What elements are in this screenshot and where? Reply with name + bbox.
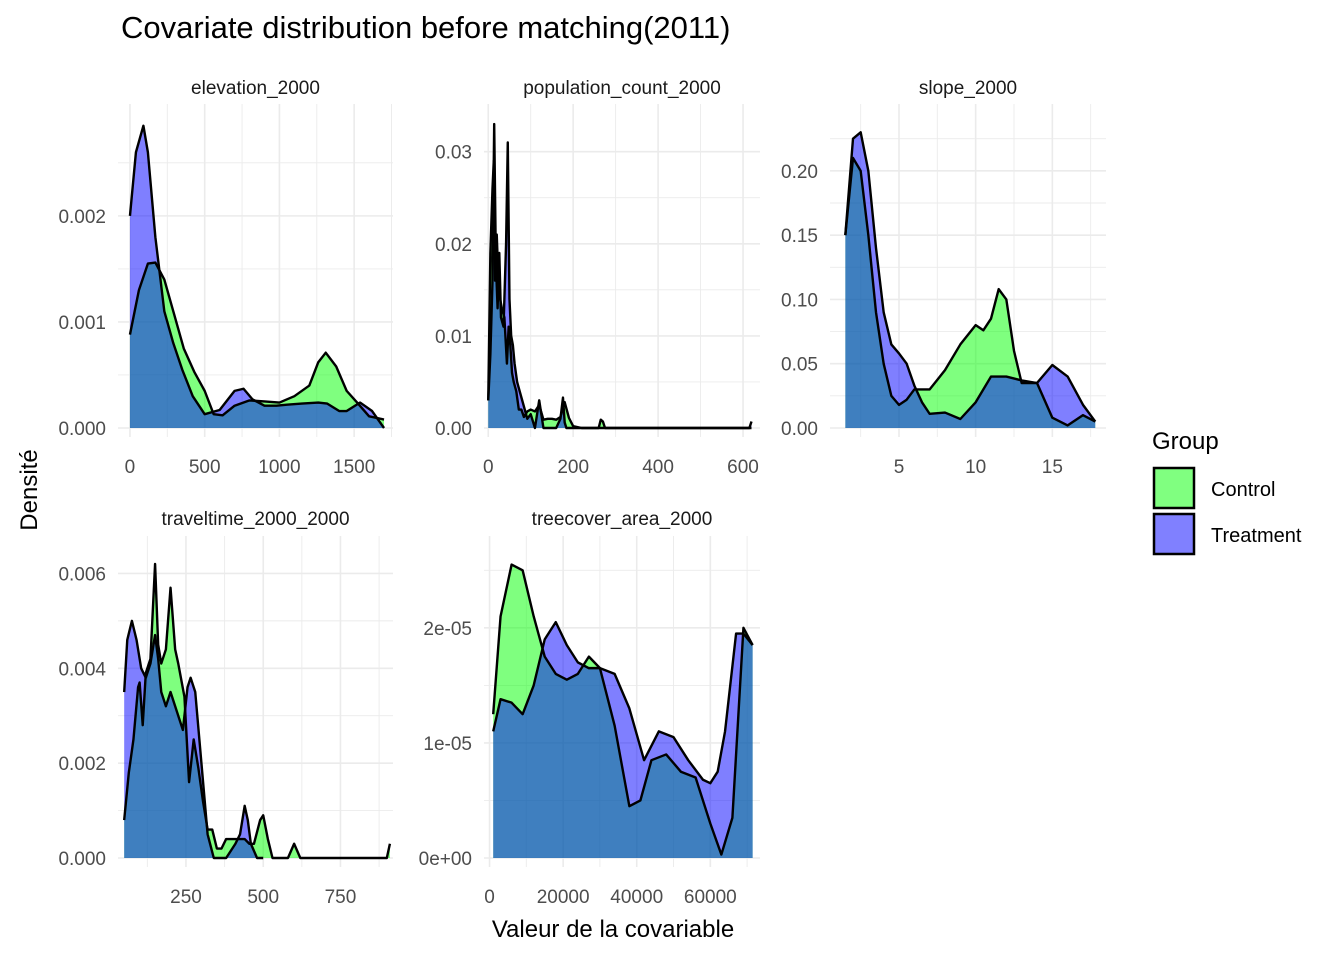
density-line-control	[492, 563, 754, 856]
legend-title: Group	[1152, 428, 1219, 455]
x-tick-label: 500	[247, 887, 279, 908]
x-tick-label: 0	[484, 887, 495, 908]
x-tick-label: 0	[125, 457, 136, 478]
y-tick-label: 0.001	[58, 313, 106, 334]
facet-strip-label: traveltime_2000_2000	[161, 509, 349, 530]
panel-treecover-area-2000: treecover_area_2000 0 20000 40000 60000 0e+00…	[419, 509, 760, 908]
x-tick-label: 40000	[610, 887, 663, 908]
y-tick-label: 0.20	[781, 162, 818, 183]
y-tick-label: 0.01	[435, 327, 472, 348]
panel-elevation-2000: elevation_2000 0 500 1000 1500 0.000 0.001 0.00…	[58, 78, 393, 478]
x-tick-label: 20000	[537, 887, 590, 908]
density-area-control	[488, 160, 752, 429]
facet-strip-label: population_count_2000	[523, 78, 721, 99]
y-tick-label: 0.02	[435, 235, 472, 256]
density-area-treatment	[845, 132, 1096, 429]
x-axis-label: Valeur de la covariable	[491, 916, 735, 943]
facet-strip-label: slope_2000	[919, 78, 1017, 99]
panel-slope-2000: slope_2000 5 10 15 0.00 0.05 0.10 0.15 0.20	[781, 78, 1106, 478]
legend-swatch-treatment	[1152, 512, 1196, 556]
facet-strip-label: elevation_2000	[191, 78, 320, 99]
y-tick-label: 2e-05	[423, 619, 472, 640]
y-tick-label: 1e-05	[423, 734, 472, 755]
x-tick-label: 600	[727, 457, 759, 478]
density-line-control	[128, 261, 385, 421]
y-tick-label: 0.000	[58, 849, 106, 870]
facet-strip-label: treecover_area_2000	[532, 509, 713, 530]
density-line-treatment	[122, 619, 264, 860]
density-line-treatment	[487, 122, 753, 430]
x-tick-label: 0	[483, 457, 494, 478]
y-tick-label: 0.00	[435, 419, 472, 440]
panel-traveltime-2000-2000: traveltime_2000_2000 250 500 750 0.000 0.002 0…	[58, 509, 393, 908]
density-area-treatment	[488, 124, 752, 428]
density-line-treatment	[844, 131, 1097, 423]
legend-label-control: Control	[1211, 479, 1275, 501]
density-line-treatment	[128, 124, 386, 429]
x-tick-label: 400	[642, 457, 674, 478]
y-tick-label: 0e+00	[419, 849, 472, 870]
density-area-treatment	[129, 125, 385, 429]
y-tick-label: 0.10	[781, 290, 818, 311]
x-tick-label: 1500	[333, 457, 375, 478]
y-tick-label: 0.03	[435, 143, 472, 164]
x-tick-label: 15	[1042, 457, 1063, 478]
x-tick-label: 60000	[684, 887, 737, 908]
density-area-control	[129, 262, 385, 428]
x-tick-label: 750	[325, 887, 357, 908]
y-tick-label: 0.000	[58, 419, 106, 440]
y-tick-label: 0.00	[781, 419, 818, 440]
y-tick-label: 0.002	[58, 754, 106, 775]
x-tick-label: 10	[965, 457, 986, 478]
x-tick-label: 1000	[258, 457, 300, 478]
y-tick-label: 0.002	[58, 207, 106, 228]
y-tick-label: 0.05	[781, 355, 818, 376]
chart-title: Covariate distribution before matching(2…	[121, 10, 731, 45]
legend: Group Control Treatment	[1152, 428, 1302, 556]
x-tick-label: 200	[557, 457, 589, 478]
y-tick-label: 0.006	[58, 564, 106, 585]
legend-label-treatment: Treatment	[1211, 525, 1302, 547]
y-tick-label: 0.004	[58, 659, 106, 680]
panel-population-count-2000: population_count_2000 0 200 400 600 0.00 0.01 0…	[435, 78, 760, 478]
x-tick-label: 250	[170, 887, 202, 908]
density-line-control	[487, 159, 752, 430]
density-area-treatment	[493, 622, 753, 858]
x-tick-label: 500	[189, 457, 221, 478]
legend-swatch-control	[1152, 466, 1196, 510]
y-tick-label: 0.15	[781, 226, 818, 247]
density-line-treatment	[492, 620, 754, 785]
x-tick-label: 5	[894, 457, 905, 478]
